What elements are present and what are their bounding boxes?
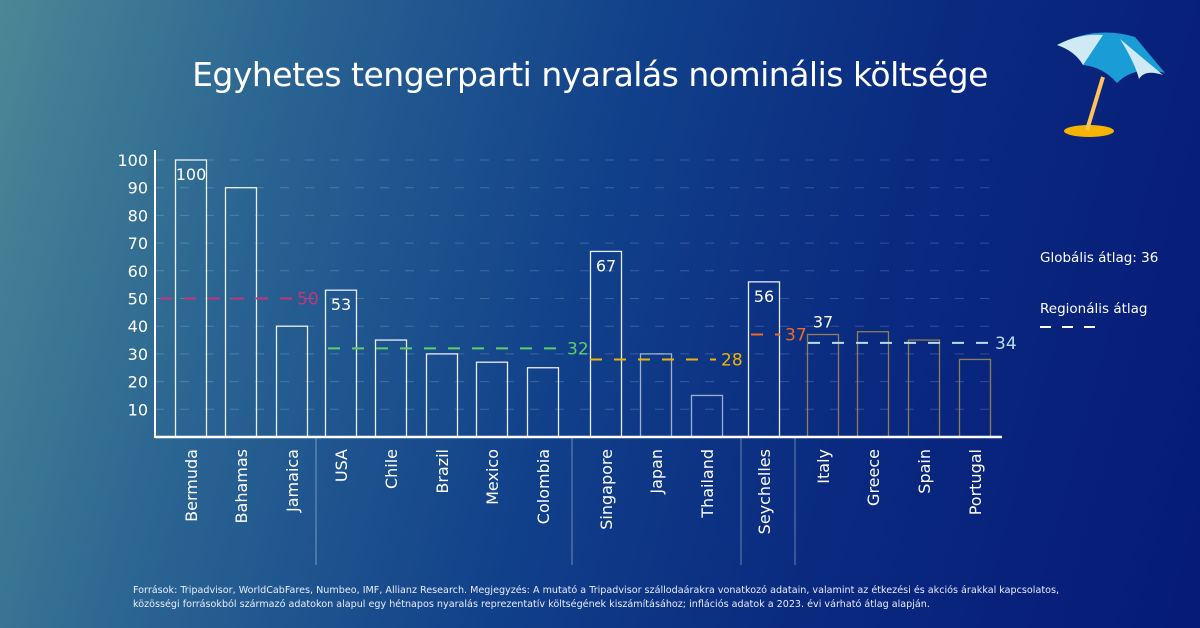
bar-japan	[639, 353, 673, 438]
data-label: 100	[176, 165, 207, 184]
bar-italy	[806, 333, 840, 438]
bar-greece	[856, 331, 890, 438]
bar-bahamas	[224, 187, 258, 438]
x-tick-label: Thailand	[698, 449, 717, 519]
x-tick-label: USA	[332, 449, 351, 482]
x-tick-label: Jamaica	[283, 449, 302, 513]
x-tick-label: Spain	[915, 449, 934, 494]
y-tick-label: 80	[128, 206, 148, 225]
y-tick-label: 100	[117, 151, 148, 170]
bar-chile	[374, 339, 408, 438]
legend-regional-average: Regionális átlag	[1040, 301, 1148, 317]
y-tick-label: 60	[128, 262, 148, 281]
bar-portugal	[958, 358, 992, 438]
data-label: 56	[754, 287, 774, 306]
y-tick-label: 10	[128, 400, 148, 419]
x-tick-label: Singapore	[597, 449, 616, 530]
y-tick-label: 50	[128, 290, 148, 309]
legend-dash-swatch	[1040, 326, 1096, 328]
chart-title: Egyhetes tengerparti nyaralás nominális …	[192, 55, 988, 94]
bar-thailand	[690, 394, 724, 438]
x-tick-label: Bahamas	[232, 449, 251, 523]
x-tick-label: Italy	[814, 449, 833, 484]
x-tick-label: Japan	[647, 449, 666, 495]
data-label: 37	[813, 313, 833, 332]
footer-note: Források: Tripadvisor, WorldCabFares, Nu…	[133, 585, 1060, 610]
x-tick-label: Greece	[864, 449, 883, 506]
y-tick-label: 90	[128, 179, 148, 198]
regional-average-label: 50	[297, 290, 319, 310]
y-tick-label: 70	[128, 234, 148, 253]
x-tick-label: Portugal	[966, 449, 985, 515]
regional-average-label: 37	[785, 326, 807, 346]
bar-brazil	[425, 353, 459, 438]
y-tick-label: 40	[128, 317, 148, 336]
beach-umbrella-icon	[1057, 32, 1165, 137]
regional-average-label: 32	[567, 339, 589, 359]
bar-mexico	[475, 361, 509, 438]
y-tick-label: 20	[128, 373, 148, 392]
regional-average-label: 28	[721, 350, 743, 370]
bar-colombia	[526, 367, 560, 438]
bar-spain	[907, 339, 941, 438]
x-tick-label: Chile	[382, 449, 401, 489]
x-tick-label: Mexico	[483, 449, 502, 505]
y-tick-label: 30	[128, 345, 148, 364]
x-tick-label: Bermuda	[182, 449, 201, 522]
legend-global-average: Globális átlag: 36	[1040, 250, 1159, 266]
data-label: 53	[331, 295, 351, 314]
x-tick-label: Seychelles	[755, 449, 774, 534]
regional-average-label: 34	[995, 334, 1017, 354]
x-tick-label: Colombia	[534, 449, 553, 524]
x-tick-label: Brazil	[433, 449, 452, 494]
data-label: 67	[596, 256, 616, 275]
